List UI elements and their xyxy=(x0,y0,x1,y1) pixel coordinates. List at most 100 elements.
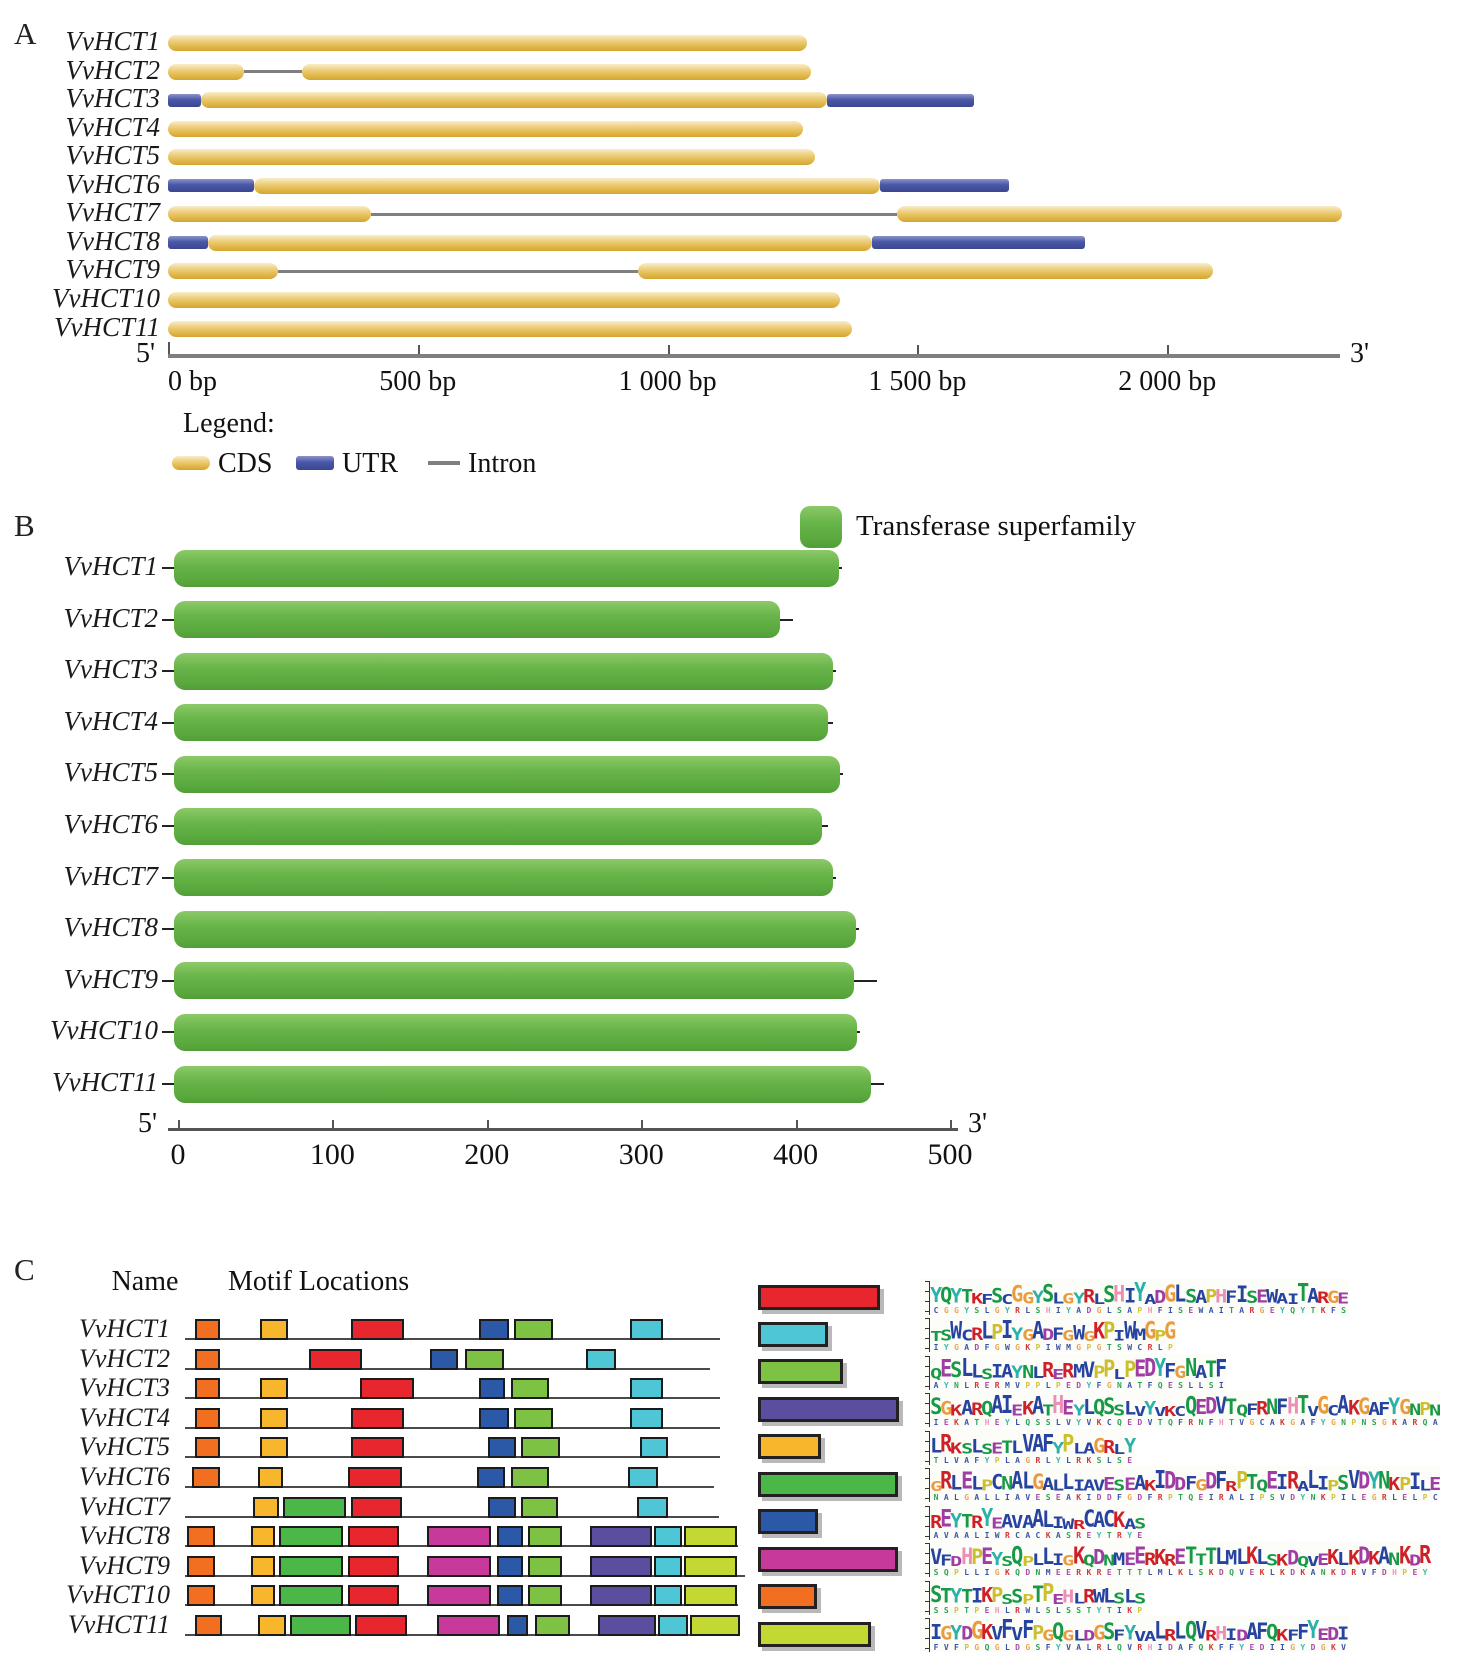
motif-box-1 xyxy=(351,1437,404,1459)
logo-sub-letter: L xyxy=(1269,1568,1275,1578)
logo-sub-letter: T xyxy=(1086,1605,1092,1615)
logo-sub-letter: L xyxy=(984,1306,990,1315)
logo-main-letter: P xyxy=(1103,1318,1116,1346)
motif-box-1 xyxy=(351,1319,404,1340)
motif-box-8 xyxy=(437,1615,500,1636)
logo-sub-letter: Q xyxy=(1117,1643,1122,1653)
logo-sub-letter: S xyxy=(1066,1530,1071,1540)
aa-axis-tick-label: 500 xyxy=(927,1138,973,1171)
logo-sub-letter: A xyxy=(1310,1568,1316,1578)
logo-main-letter: F xyxy=(1164,1360,1177,1384)
logo-main-letter: K xyxy=(1368,1548,1381,1571)
logo-sub-letter: K xyxy=(1076,1493,1082,1503)
panel-c-header-name: Name xyxy=(111,1266,179,1297)
logo-main-letter: A xyxy=(1194,1287,1208,1309)
logo-sub-letter: G xyxy=(1025,1455,1031,1465)
motif-box-1 xyxy=(348,1555,399,1577)
logo-main-letter: D xyxy=(1143,1354,1157,1384)
logo-main-letter: H xyxy=(1113,1281,1126,1309)
logo-main-letter: M xyxy=(1133,1326,1146,1346)
logo-sub-letter: E xyxy=(1086,1530,1092,1540)
logo-sub-letter: D xyxy=(1106,1493,1112,1503)
gene-label: VvHCT8 xyxy=(65,225,161,256)
aa-axis-tick xyxy=(486,1120,489,1128)
logo-main-letter: K xyxy=(1072,1543,1085,1571)
protein-label: VvHCT10 xyxy=(50,1015,158,1046)
logo-bits-tick xyxy=(925,1281,929,1282)
logo-sub-letter: T xyxy=(964,1605,970,1615)
logo-main-letter: G xyxy=(1082,1329,1095,1346)
logo-main-letter: I xyxy=(1235,1282,1248,1309)
motif-row-label: VvHCT2 xyxy=(79,1343,170,1373)
logo-sub-letter: A xyxy=(1015,1493,1020,1503)
logo-main-letter: K xyxy=(970,1290,983,1308)
cds-segment xyxy=(200,92,827,109)
legend-intron-label: Intron xyxy=(468,448,537,479)
logo-main-letter: Q xyxy=(1093,1396,1106,1421)
logo-sub-letter: F xyxy=(984,1343,990,1353)
transferase-legend-label: Transferase superfamily xyxy=(856,510,1136,542)
panel-c-letter: C xyxy=(14,1252,35,1287)
logo-sub-letter: G xyxy=(994,1306,1000,1315)
logo-sub-letter: D xyxy=(1218,1568,1224,1578)
logo-sub-letter: S xyxy=(1045,1605,1051,1615)
logo-sub-letter: P xyxy=(954,1568,959,1578)
logo-main-letter: C xyxy=(1001,1291,1014,1308)
logo-main-letter: R xyxy=(1103,1436,1116,1458)
motif-box-7 xyxy=(497,1526,523,1548)
motif-box-5 xyxy=(260,1407,288,1429)
logo-sub-letter: P xyxy=(1137,1306,1143,1315)
logo-main-letter: C xyxy=(1103,1506,1116,1534)
logo-sub-letter: G xyxy=(943,1306,949,1315)
logo-bits-tick xyxy=(925,1460,929,1462)
bp-axis-tick-label: 0 bp xyxy=(168,366,217,397)
logo-sub-letter: L xyxy=(1106,1455,1112,1465)
logo-main-letter: Q xyxy=(940,1284,953,1309)
logo-sub-letter: L xyxy=(974,1568,980,1578)
logo-main-letter: R xyxy=(1082,1286,1095,1309)
logo-sub-letter: S xyxy=(1178,1380,1183,1390)
logo-sub-letter: T xyxy=(1310,1306,1316,1315)
logo-main-letter: V xyxy=(1011,1511,1024,1533)
logo-main-letter: Q xyxy=(980,1398,994,1421)
logo-main-letter: L xyxy=(970,1473,983,1496)
logo-sub-letter: P xyxy=(1351,1418,1357,1428)
motif-box-2 xyxy=(654,1526,682,1548)
logo-main-letter: S xyxy=(991,1284,1004,1309)
logo-main-letter: T xyxy=(960,1585,973,1608)
motif-row-label: VvHCT5 xyxy=(79,1432,170,1462)
logo-main-letter: L xyxy=(970,1436,983,1458)
motif-row-label: VvHCT8 xyxy=(79,1521,170,1551)
logo-sub-letter: E xyxy=(984,1605,990,1615)
logo-main-letter: Y xyxy=(980,1503,994,1534)
logo-sub-letter: K xyxy=(1127,1605,1133,1615)
logo-sub-letter: L xyxy=(943,1455,949,1465)
logo-sub-letter: M xyxy=(1157,1568,1163,1578)
logo-main-letter: W xyxy=(1093,1585,1106,1608)
motif-box-1 xyxy=(348,1585,399,1607)
